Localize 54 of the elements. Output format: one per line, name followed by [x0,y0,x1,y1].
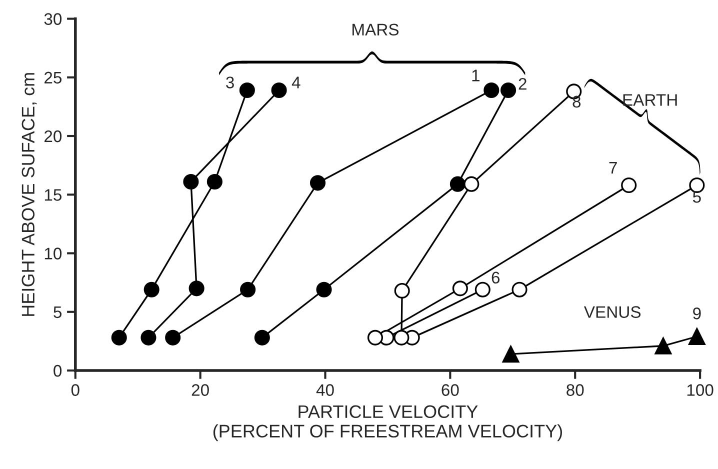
series-label: 4 [292,76,300,88]
point [316,282,332,298]
point [464,176,480,192]
point [450,176,466,192]
point [140,330,156,346]
series-label: 6 [492,272,500,284]
x-tick-label: 20 [192,384,209,396]
point [239,82,255,98]
point [484,82,500,98]
series-label: 2 [518,78,526,90]
series-label: 7 [609,162,617,174]
point [654,337,672,354]
point [367,330,384,346]
point [144,282,160,298]
annotation: VENUS [584,306,641,318]
y-tick-label: 5 [54,306,62,318]
y-axis-title: HEIGHT ABOVE SUFACE, cm [22,73,37,316]
point [394,283,410,299]
x-tick-label: 80 [566,384,584,396]
x-tick-label: 100 [687,384,714,396]
y-tick-label: 10 [44,248,62,260]
point [621,177,637,194]
series-label: 5 [692,191,701,203]
x-tick-label: 60 [442,384,459,396]
y-tick-label: 15 [44,189,62,201]
point [206,174,222,190]
y-tick-label: 25 [44,72,62,84]
point [512,282,528,298]
y-tick-label: 0 [54,364,62,377]
y-tick-label: 30 [44,13,62,25]
x-axis-title: PARTICLE VELOCITY (PERCENT OF FREESTREAM VELOCITY) [213,405,562,442]
point [474,282,490,298]
point [111,330,127,346]
point [165,330,181,346]
point [452,280,468,296]
point [394,330,410,346]
series-label: 9 [693,308,701,320]
point [502,346,520,363]
series-label: 1 [472,70,480,82]
series-label: 3 [226,76,234,88]
y-tick-label: 20 [44,130,62,142]
point [254,330,270,346]
point [240,282,256,298]
point [310,175,326,191]
point [188,280,204,296]
x-tick-label: 40 [316,384,334,396]
point [500,82,516,98]
x-tick-label: 0 [71,384,80,396]
point [183,174,199,190]
point [688,328,706,345]
annotation: MARS [352,24,399,36]
annotation: EARTH [623,94,677,106]
series-label: 8 [572,96,581,108]
point [271,82,287,98]
